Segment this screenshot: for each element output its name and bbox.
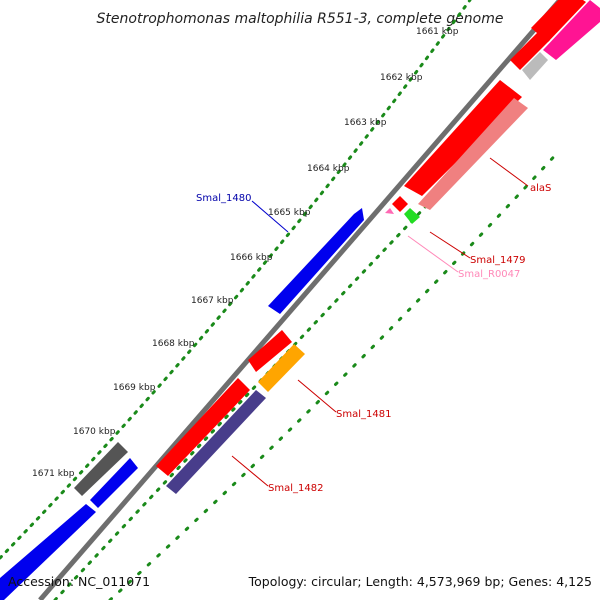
- inner-dotted-track-right: [108, 148, 562, 600]
- leader-smal1480: [251, 200, 289, 233]
- gene-label-smal1482: Smal_1482: [268, 483, 323, 494]
- tick-label: 1664 kbp: [307, 164, 350, 174]
- feature-smal1482-red: [156, 378, 250, 476]
- feature-red-second: [510, 30, 550, 70]
- feature-alas-red: [404, 80, 522, 196]
- feature-gray: [522, 52, 548, 80]
- forward-features: [385, 0, 600, 224]
- accession-text: Accession: NC_011071: [8, 574, 150, 589]
- feature-orange: [258, 344, 305, 392]
- leader-lines: [231, 157, 529, 487]
- tick-label: 1671 kbp: [32, 469, 75, 479]
- gene-labels: alaS Smal_1480 Smal_1479 Smal_R0047 Smal…: [196, 183, 551, 494]
- genome-summary-text: Topology: circular; Length: 4,573,969 bp…: [248, 574, 592, 589]
- leader-smal1479: [429, 231, 471, 259]
- leader-smal1482: [231, 455, 269, 487]
- tick-label: 1666 kbp: [230, 253, 273, 263]
- feature-blue-bottom: [0, 504, 96, 600]
- feature-smal-r0047: [385, 208, 394, 214]
- feature-smal1480: [268, 208, 364, 314]
- gene-label-alas: alaS: [530, 183, 551, 194]
- gene-label-smal1481: Smal_1481: [336, 409, 391, 420]
- tick-labels: 1661 kbp 1662 kbp 1663 kbp 1664 kbp 1665…: [32, 27, 459, 479]
- middle-features: [156, 330, 305, 494]
- genome-backbone: [38, 0, 562, 600]
- outer-dotted-track: [0, 0, 472, 560]
- tick-label: 1668 kbp: [152, 339, 195, 349]
- gene-label-smal1479: Smal_1479: [470, 255, 525, 266]
- lower-features: [0, 442, 138, 600]
- leader-smal-r0047: [407, 235, 459, 273]
- tick-label: 1669 kbp: [113, 383, 156, 393]
- tick-label: 1665 kbp: [268, 208, 311, 218]
- tick-label: 1663 kbp: [344, 118, 387, 128]
- feature-dark-gray: [74, 442, 128, 496]
- feature-magenta-top: [543, 0, 600, 60]
- leader-smal1481: [297, 379, 337, 413]
- feature-red-top: [531, 0, 586, 42]
- map-title: Stenotrophomonas maltophilia R551-3, com…: [97, 11, 504, 27]
- feature-smal1482-purple: [166, 390, 266, 494]
- feature-blue-small: [90, 458, 138, 508]
- gene-label-smal1480: Smal_1480: [196, 193, 251, 204]
- tick-label: 1662 kbp: [380, 73, 423, 83]
- tick-label: 1670 kbp: [73, 427, 116, 437]
- leader-alas: [489, 157, 529, 187]
- feature-smal1479: [392, 196, 408, 212]
- feature-trna-green: [404, 208, 420, 224]
- tick-label: 1667 kbp: [191, 296, 234, 306]
- gene-label-smal-r0047: Smal_R0047: [458, 269, 520, 280]
- feature-red-mid-small: [248, 330, 292, 372]
- tick-label: 1661 kbp: [416, 27, 459, 37]
- feature-alas-pink: [418, 98, 528, 210]
